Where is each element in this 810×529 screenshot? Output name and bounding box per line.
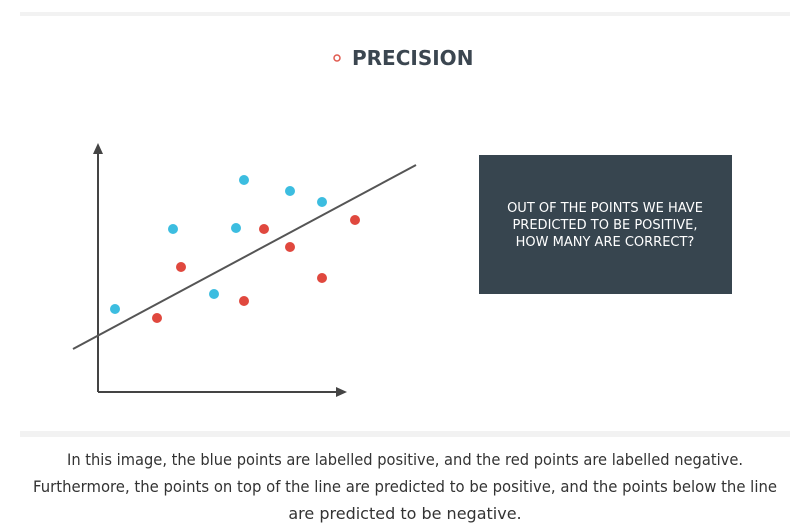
- point: [350, 215, 360, 225]
- point: [168, 224, 178, 234]
- boundary-line: [72, 164, 417, 350]
- bullet: [333, 54, 341, 62]
- caption-line: are predicted to be negative.: [288, 504, 521, 523]
- point: [259, 224, 269, 234]
- box-line: OUT OF THE POINTS WE HAVE: [507, 201, 703, 216]
- bottom-border: [20, 431, 790, 437]
- point: [285, 186, 295, 196]
- slide-title: PRECISION: [352, 46, 473, 70]
- arrow: [336, 387, 347, 397]
- negative-points: [152, 215, 360, 323]
- point: [152, 313, 162, 323]
- box-line: PREDICTED TO BE POSITIVE,: [512, 218, 697, 233]
- top-border: [20, 12, 790, 16]
- point: [239, 296, 249, 306]
- caption-line: Furthermore, the points on top of the li…: [33, 477, 777, 496]
- point: [317, 273, 327, 283]
- diagram: [72, 143, 417, 397]
- point: [176, 262, 186, 272]
- question-box: [479, 155, 732, 294]
- point: [209, 289, 219, 299]
- arrow: [93, 143, 103, 154]
- point: [231, 223, 241, 233]
- point: [317, 197, 327, 207]
- positive-points: [110, 175, 327, 314]
- slide: PRECISION OUT OF THE POINTS: [72, 46, 732, 397]
- box-line: HOW MANY ARE CORRECT?: [516, 235, 695, 250]
- point: [110, 304, 120, 314]
- caption-line: In this image, the blue points are label…: [67, 450, 743, 469]
- point: [239, 175, 249, 185]
- point: [285, 242, 295, 252]
